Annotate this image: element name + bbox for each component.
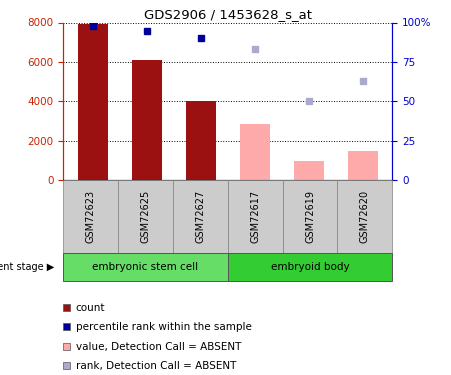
- Text: development stage ▶: development stage ▶: [0, 262, 54, 272]
- Bar: [186, 101, 216, 180]
- Bar: [132, 60, 161, 180]
- Text: count: count: [76, 303, 105, 313]
- Bar: [78, 24, 108, 180]
- Text: GSM72625: GSM72625: [140, 190, 151, 243]
- Text: rank, Detection Call = ABSENT: rank, Detection Call = ABSENT: [76, 362, 236, 371]
- Text: GSM72623: GSM72623: [86, 190, 96, 243]
- Text: percentile rank within the sample: percentile rank within the sample: [76, 322, 252, 332]
- Bar: [294, 161, 323, 180]
- Bar: [348, 152, 377, 180]
- Title: GDS2906 / 1453628_s_at: GDS2906 / 1453628_s_at: [144, 8, 312, 21]
- Text: embryoid body: embryoid body: [271, 262, 350, 272]
- Text: GSM72617: GSM72617: [250, 190, 260, 243]
- Text: GSM72619: GSM72619: [305, 190, 315, 243]
- Text: embryonic stem cell: embryonic stem cell: [92, 262, 198, 272]
- Text: GSM72627: GSM72627: [195, 190, 205, 243]
- Bar: [240, 124, 270, 180]
- Text: value, Detection Call = ABSENT: value, Detection Call = ABSENT: [76, 342, 241, 352]
- Text: GSM72620: GSM72620: [360, 190, 370, 243]
